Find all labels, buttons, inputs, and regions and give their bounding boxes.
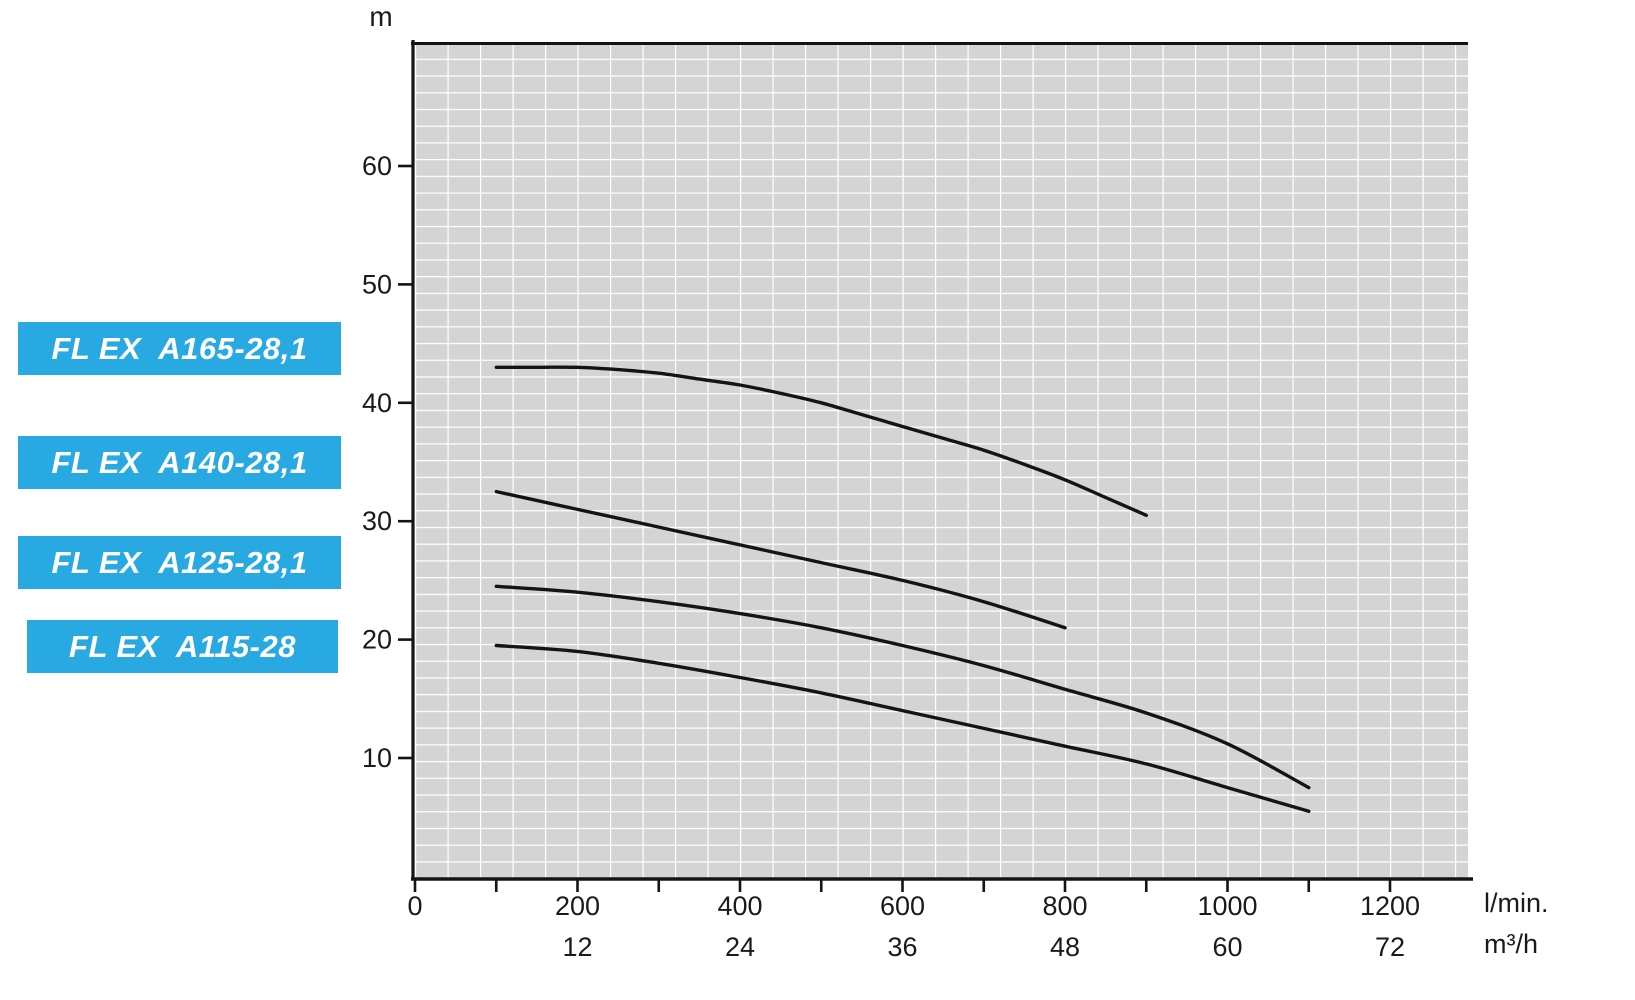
x-axis-ticks: 0 200 400 600 800 1000 1200 12 24 36 48 60 72 xyxy=(407,879,1420,962)
y-tick-label: 30 xyxy=(362,506,392,536)
pump-label-text: FL EX A115-28 xyxy=(69,628,296,664)
y-tick-label: 10 xyxy=(362,743,392,773)
x-tick-label-lmin: 200 xyxy=(555,891,600,921)
x-tick-label-m3h: 36 xyxy=(887,932,917,962)
plot-area xyxy=(415,42,1468,878)
x-axis-unit-m3h-label: m³/h xyxy=(1484,929,1538,959)
y-axis-ticks: 10 20 30 40 50 60 xyxy=(362,151,413,773)
x-axis-unit-lmin-label: l/min. xyxy=(1484,888,1549,918)
x-tick-label-lmin: 400 xyxy=(717,891,762,921)
pump-curves xyxy=(494,365,1311,813)
axis-unit-labels: m l/min. m³/h xyxy=(369,1,1548,959)
pump-label-a125-28-1: FL EX A125-28,1 xyxy=(18,536,341,589)
y-tick-label: 50 xyxy=(362,269,392,299)
curve-fl-ex-a125-28-1 xyxy=(494,584,1311,790)
curve-fl-ex-a140-28-1 xyxy=(494,489,1067,630)
y-tick-label: 40 xyxy=(362,388,392,418)
x-tick-label-m3h: 12 xyxy=(562,932,592,962)
x-tick-label-m3h: 48 xyxy=(1050,932,1080,962)
curve-fl-ex-a115-28 xyxy=(494,643,1311,813)
y-axis-unit-label: m xyxy=(369,1,392,32)
curve-fl-ex-a165-28-1 xyxy=(494,365,1148,517)
pump-label-a140-28-1: FL EX A140-28,1 xyxy=(18,436,341,489)
y-tick-label: 20 xyxy=(362,625,392,655)
x-tick-label-m3h: 24 xyxy=(725,932,755,962)
pump-label-text: FL EX A125-28,1 xyxy=(51,544,308,580)
pump-label-a165-28-1: FL EX A165-28,1 xyxy=(18,322,341,375)
pump-label-text: FL EX A165-28,1 xyxy=(51,330,308,366)
pump-label-a115-28: FL EX A115-28 xyxy=(27,620,338,673)
x-tick-label-m3h: 60 xyxy=(1212,932,1242,962)
x-tick-label-lmin: 1000 xyxy=(1197,891,1257,921)
x-tick-label-m3h: 72 xyxy=(1375,932,1405,962)
x-tick-label-lmin: 600 xyxy=(880,891,925,921)
x-tick-label-lmin: 0 xyxy=(407,891,422,921)
pump-label-text: FL EX A140-28,1 xyxy=(51,444,308,480)
x-tick-label-lmin: 800 xyxy=(1042,891,1087,921)
x-tick-label-lmin: 1200 xyxy=(1360,891,1420,921)
y-tick-label: 60 xyxy=(362,151,392,181)
